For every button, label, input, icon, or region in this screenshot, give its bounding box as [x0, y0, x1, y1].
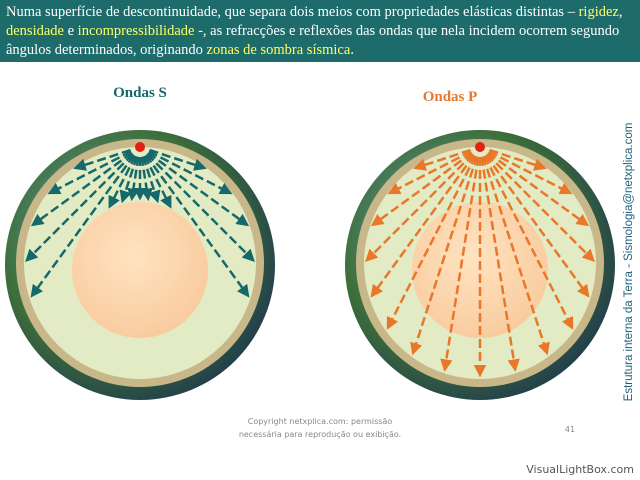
wave-ray — [144, 154, 250, 298]
wave-ray — [147, 151, 250, 227]
header-segment: rigidez — [578, 4, 619, 20]
wave-ray — [488, 150, 573, 195]
wave-ray — [370, 154, 476, 298]
wave-ray — [370, 151, 473, 227]
wave-ray — [440, 156, 480, 372]
wave-ray — [25, 153, 134, 262]
wave-ray — [30, 151, 133, 227]
header-segment: , — [618, 4, 623, 20]
wave-ray — [365, 153, 474, 262]
wave-ray — [489, 148, 547, 171]
wave-ray — [141, 156, 161, 204]
core — [72, 202, 208, 338]
header-segment: zonas de sombra sísmica — [206, 42, 351, 58]
wave-ray — [413, 148, 471, 171]
wave-ray — [108, 155, 137, 209]
wave-ray — [73, 148, 131, 171]
header-segment: incompressibilidade — [77, 23, 195, 39]
diagram-label: Ondas S — [113, 85, 167, 101]
focus — [135, 142, 145, 152]
page-number: 41 — [565, 425, 575, 434]
wave-ray — [148, 150, 233, 195]
wave-ray — [119, 156, 139, 204]
header-text: Numa superfície de descontinuidade, que … — [0, 0, 640, 62]
header-segment: Numa superfície de descontinuidade, que … — [6, 4, 579, 20]
wave-ray — [483, 155, 574, 330]
wave-ray — [487, 151, 590, 227]
wave-ray — [484, 154, 590, 298]
wave-ray — [410, 156, 479, 356]
wave-ray — [143, 155, 172, 209]
wave-ray — [387, 150, 472, 195]
focus — [475, 142, 485, 152]
wave-ray — [140, 156, 153, 202]
copyright: Copyright netxplica.com: permissão — [248, 417, 393, 426]
wave-ray — [480, 156, 520, 372]
header-segment: . — [350, 42, 354, 58]
wave-ray — [30, 154, 136, 298]
wave-ray — [146, 153, 255, 262]
watermark: VisualLightBox.com — [526, 463, 634, 476]
wave-ray — [486, 153, 595, 262]
wave-ray — [386, 155, 477, 330]
wave-ray — [149, 148, 207, 171]
copyright: necessária para reprodução ou exibição. — [239, 430, 401, 439]
wave-ray — [127, 156, 140, 202]
side-text: Estrutura interna da Terra - Sismologia@… — [623, 123, 635, 402]
wave-ray — [481, 156, 550, 356]
diagram-label: Ondas P — [423, 89, 478, 105]
header-segment: -, as refracções e reflexões das ondas q… — [6, 23, 620, 58]
wave-ray — [47, 150, 132, 195]
header-segment: densidade — [6, 23, 64, 39]
header-segment: e — [63, 23, 78, 39]
